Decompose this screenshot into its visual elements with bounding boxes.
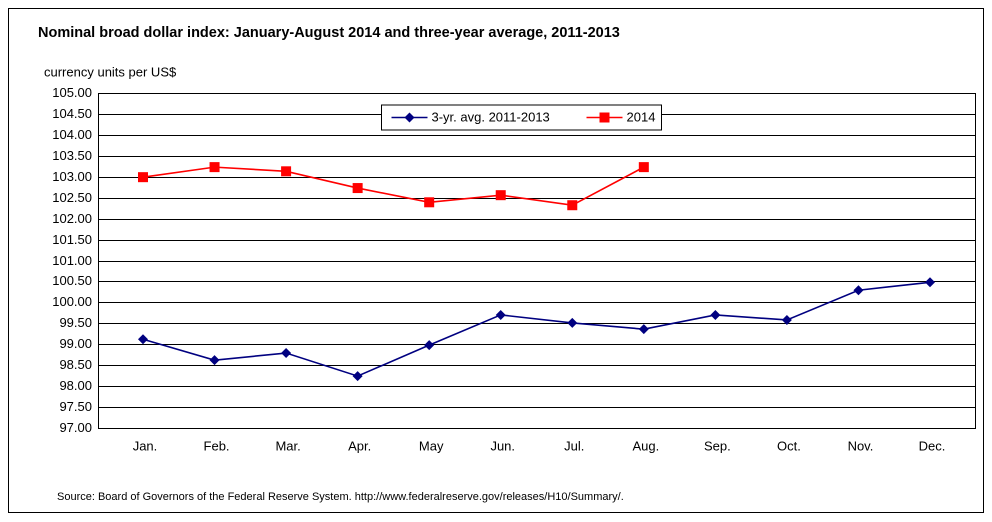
- y-tick-label: 97.00: [59, 420, 92, 435]
- y-tick-label: 101.50: [52, 232, 92, 247]
- data-point: [925, 277, 935, 288]
- data-point: [853, 285, 864, 296]
- y-axis-label: currency units per US$: [44, 64, 177, 79]
- data-point: [209, 162, 220, 173]
- y-tick-label: 100.00: [52, 294, 92, 309]
- data-point: [781, 314, 792, 325]
- data-point: [567, 200, 578, 211]
- y-tick-label: 101.00: [52, 253, 92, 268]
- x-tick-label: May: [419, 438, 444, 453]
- x-tick-label: Jan.: [133, 438, 158, 453]
- legend-label: 3-yr. avg. 2011-2013: [432, 109, 550, 124]
- data-point: [638, 324, 649, 335]
- x-tick-label: Jul.: [564, 438, 584, 453]
- legend-marker: [404, 112, 415, 123]
- data-point: [567, 317, 578, 328]
- x-tick-label: Aug.: [632, 438, 659, 453]
- data-point: [424, 197, 435, 208]
- y-tick-label: 99.00: [59, 336, 92, 351]
- data-point: [352, 183, 363, 194]
- data-point: [495, 309, 506, 320]
- x-tick-label: Oct.: [777, 438, 801, 453]
- x-tick-label: Apr.: [348, 438, 371, 453]
- y-tick-label: 105.00: [52, 85, 92, 100]
- y-tick-label: 97.50: [59, 399, 92, 414]
- data-point: [352, 371, 363, 382]
- source-note: Source: Board of Governors of the Federa…: [57, 491, 624, 503]
- x-tick-label: Jun.: [490, 438, 515, 453]
- series-line: [142, 281, 931, 377]
- plot-border: [98, 93, 976, 429]
- series-line: [142, 166, 645, 207]
- y-tick-label: 100.50: [52, 273, 92, 288]
- data-point: [495, 190, 506, 201]
- data-point: [138, 172, 148, 183]
- y-tick-label: 103.50: [52, 148, 92, 163]
- data-point: [209, 355, 220, 366]
- y-tick-label: 98.00: [59, 378, 92, 393]
- x-tick-label: Dec.: [919, 438, 946, 453]
- y-tick-label: 102.00: [52, 211, 92, 226]
- y-tick-label: 104.50: [52, 106, 92, 121]
- legend: 3-yr. avg. 2011-2013 2014: [381, 104, 662, 131]
- data-point: [138, 334, 148, 345]
- y-tick-label: 99.50: [59, 315, 92, 330]
- chart-border: [8, 8, 984, 513]
- x-tick-label: Nov.: [848, 438, 874, 453]
- data-point: [281, 166, 292, 177]
- data-point: [638, 162, 649, 173]
- y-tick-label: 103.00: [52, 169, 92, 184]
- legend-marker: [599, 112, 610, 123]
- chart-title: Nominal broad dollar index: January-Augu…: [38, 25, 620, 41]
- legend-label: 2014: [627, 109, 656, 124]
- x-tick-label: Feb.: [204, 438, 230, 453]
- y-tick-label: 102.50: [52, 190, 92, 205]
- x-tick-label: Mar.: [275, 438, 300, 453]
- data-point: [281, 348, 292, 359]
- data-point: [424, 340, 435, 351]
- y-tick-label: 98.50: [59, 357, 92, 372]
- data-point: [710, 309, 721, 320]
- y-tick-label: 104.00: [52, 127, 92, 142]
- x-tick-label: Sep.: [704, 438, 731, 453]
